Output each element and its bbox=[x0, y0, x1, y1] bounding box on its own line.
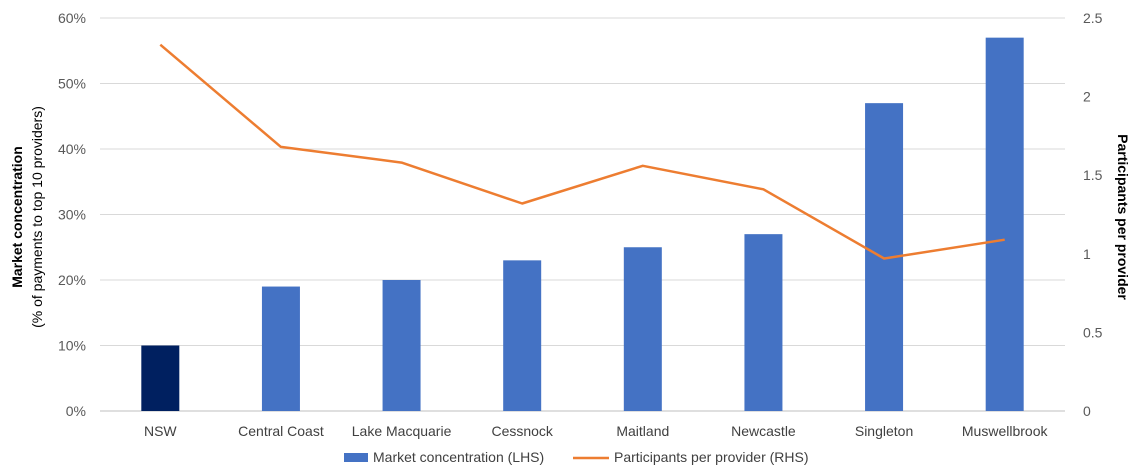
left-axis-ticks: 0% 10% 20% 30% 40% 50% 60% bbox=[58, 10, 86, 419]
legend-line-label: Participants per provider (RHS) bbox=[614, 449, 809, 465]
left-tick-label: 0% bbox=[66, 403, 86, 419]
right-tick-label: 0 bbox=[1083, 403, 1091, 419]
legend: Market concentration (LHS) Participants … bbox=[344, 449, 809, 465]
right-axis-ticks: 0 0.5 1 1.5 2 2.5 bbox=[1083, 10, 1103, 419]
left-tick-label: 30% bbox=[58, 207, 86, 223]
bar bbox=[744, 234, 783, 411]
left-tick-label: 50% bbox=[58, 76, 86, 92]
category-label: Central Coast bbox=[238, 423, 324, 439]
category-label: Lake Macquarie bbox=[352, 423, 452, 439]
category-label: Cessnock bbox=[491, 423, 553, 439]
left-tick-label: 20% bbox=[58, 272, 86, 288]
bar-series bbox=[141, 37, 1024, 412]
category-label: NSW bbox=[144, 423, 177, 439]
category-label: Maitland bbox=[616, 423, 669, 439]
gridlines bbox=[100, 17, 1065, 412]
legend-bar-label: Market concentration (LHS) bbox=[373, 449, 544, 465]
bar bbox=[382, 280, 421, 411]
right-tick-label: 1 bbox=[1083, 246, 1091, 262]
category-label: Newcastle bbox=[731, 423, 796, 439]
left-axis-title: Market concentration bbox=[9, 146, 25, 288]
right-tick-label: 2 bbox=[1083, 89, 1091, 105]
left-tick-label: 10% bbox=[58, 338, 86, 354]
series-line bbox=[159, 43, 1005, 260]
legend-bar-swatch bbox=[344, 453, 368, 462]
bar bbox=[141, 345, 180, 411]
left-tick-label: 60% bbox=[58, 10, 86, 26]
left-axis-subtitle: (% of payments to top 10 providers) bbox=[29, 106, 45, 328]
bar bbox=[985, 37, 1024, 412]
left-tick-label: 40% bbox=[58, 141, 86, 157]
right-axis-title: Participants per provider bbox=[1115, 134, 1131, 300]
right-tick-label: 0.5 bbox=[1083, 324, 1103, 340]
line-series bbox=[159, 43, 1005, 260]
right-tick-label: 1.5 bbox=[1083, 167, 1103, 183]
bar bbox=[503, 260, 542, 411]
right-tick-label: 2.5 bbox=[1083, 10, 1103, 26]
category-labels: NSW Central Coast Lake Macquarie Cessnock Ma… bbox=[144, 423, 1049, 439]
bar bbox=[623, 247, 662, 411]
category-label: Muswellbrook bbox=[962, 423, 1049, 439]
bar bbox=[261, 286, 300, 411]
category-label: Singleton bbox=[855, 423, 913, 439]
